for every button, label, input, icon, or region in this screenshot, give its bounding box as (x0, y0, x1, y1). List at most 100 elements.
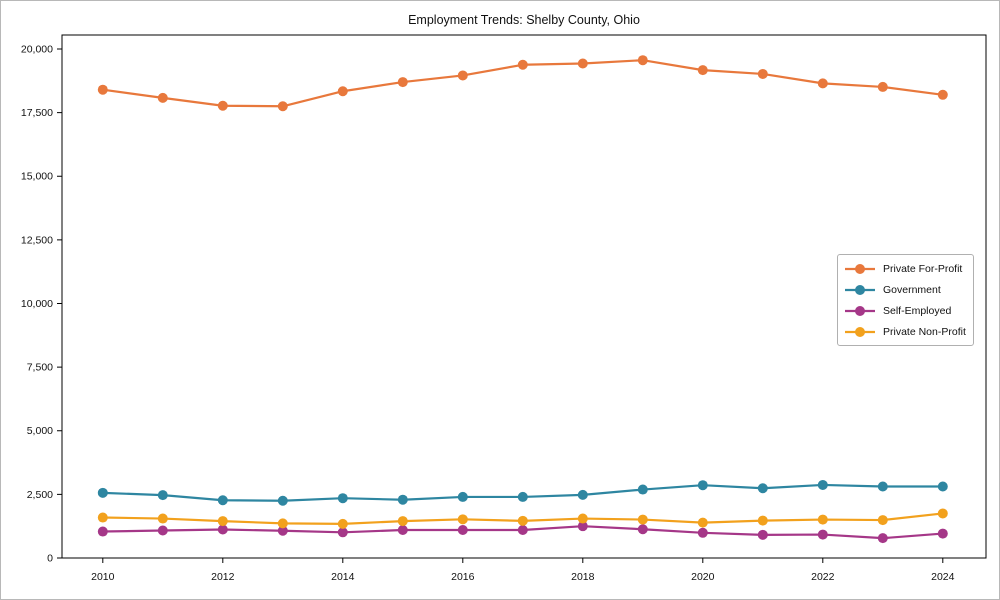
data-point-marker (217, 100, 228, 111)
series-government (97, 479, 948, 506)
data-point-marker (937, 508, 948, 519)
data-point-marker (877, 481, 888, 492)
data-point-marker (97, 84, 108, 95)
legend-dot (855, 326, 865, 337)
y-axis-tick-label: 10,000 (21, 298, 53, 310)
y-axis-tick-label: 17,500 (21, 107, 53, 119)
data-point-marker (757, 483, 768, 494)
data-point-marker (457, 491, 468, 502)
data-point-marker (937, 481, 948, 492)
y-axis-tick-label: 15,000 (21, 171, 53, 183)
chart-title: Employment Trends: Shelby County, Ohio (408, 13, 640, 27)
data-point-marker (157, 490, 168, 501)
data-point-marker (97, 526, 108, 537)
data-point-marker (217, 516, 228, 527)
data-point-marker (757, 515, 768, 526)
y-axis-tick-label: 0 (47, 553, 53, 565)
data-point-marker (817, 479, 828, 490)
data-point-marker (277, 495, 288, 506)
legend-marker-self-employed (845, 305, 875, 316)
x-axis-tick-label: 2022 (811, 571, 835, 583)
legend-label: Private For-Profit (883, 262, 963, 275)
data-point-marker (877, 533, 888, 544)
data-point-marker (697, 65, 708, 76)
data-point-marker (577, 489, 588, 500)
legend-label: Private Non-Profit (883, 325, 966, 338)
data-point-marker (517, 59, 528, 70)
data-point-marker (817, 529, 828, 540)
legend: Private For-Profit Government Self-Employe… (837, 254, 974, 346)
legend-marker-private-non-profit (845, 326, 875, 337)
data-point-marker (157, 525, 168, 536)
data-point-marker (517, 515, 528, 526)
data-point-marker (457, 514, 468, 525)
data-point-marker (337, 493, 348, 504)
legend-item-private-non-profit: Private Non-Profit (844, 326, 967, 338)
data-point-marker (337, 518, 348, 529)
data-point-marker (637, 514, 648, 525)
data-point-marker (457, 525, 468, 536)
data-point-marker (457, 70, 468, 81)
data-point-marker (157, 92, 168, 103)
data-point-marker (937, 528, 948, 539)
data-point-marker (637, 524, 648, 535)
x-axis-tick-label: 2012 (211, 571, 235, 583)
y-axis-tick-label: 2,500 (27, 489, 53, 501)
y-axis-tick-label: 5,000 (27, 425, 53, 437)
x-axis-tick-label: 2024 (931, 571, 955, 583)
data-point-marker (937, 89, 948, 100)
data-point-marker (877, 515, 888, 526)
x-axis-tick-label: 2014 (331, 571, 355, 583)
data-point-marker (517, 525, 528, 536)
data-point-marker (517, 491, 528, 502)
data-point-marker (277, 101, 288, 112)
legend-label: Government (883, 283, 941, 296)
data-point-marker (397, 77, 408, 88)
legend-marker-private-for-profit (845, 263, 875, 274)
data-point-marker (397, 516, 408, 527)
series-private-non-profit (97, 508, 948, 529)
legend-item-government: Government (844, 284, 967, 296)
data-point-marker (337, 527, 348, 538)
legend-item-self-employed: Self-Employed (844, 305, 967, 317)
data-point-marker (397, 525, 408, 536)
x-axis-tick-label: 2020 (691, 571, 715, 583)
data-point-marker (577, 58, 588, 69)
y-axis-tick-label: 20,000 (21, 43, 53, 55)
data-point-marker (337, 86, 348, 97)
legend-dot (855, 305, 865, 316)
x-axis: 2010 2012 2014 2016 2018 2020 2022 2024 (91, 558, 955, 583)
data-point-marker (97, 512, 108, 523)
data-point-marker (817, 514, 828, 525)
data-point-marker (277, 525, 288, 536)
y-axis-tick-label: 12,500 (21, 234, 53, 246)
x-axis-tick-label: 2018 (571, 571, 595, 583)
data-point-marker (97, 487, 108, 498)
legend-item-private-for-profit: Private For-Profit (844, 263, 967, 275)
data-point-marker (697, 480, 708, 491)
y-axis: 0 2,500 5,000 7,500 10,000 12,500 15,000 17,500… (21, 43, 62, 565)
data-point-marker (217, 495, 228, 506)
data-point-marker (757, 68, 768, 79)
data-point-marker (637, 55, 648, 66)
data-point-marker (577, 521, 588, 532)
x-axis-tick-label: 2010 (91, 571, 115, 583)
legend-dot (855, 263, 865, 274)
series-self-employed (97, 521, 948, 544)
data-point-marker (397, 494, 408, 505)
data-point-marker (157, 513, 168, 524)
legend-label: Self-Employed (883, 304, 952, 317)
data-point-marker (757, 529, 768, 540)
series-private-for-profit (97, 55, 948, 112)
data-point-marker (697, 527, 708, 538)
legend-dot (855, 284, 865, 295)
data-point-marker (637, 484, 648, 495)
data-point-marker (277, 518, 288, 529)
y-axis-tick-label: 7,500 (27, 362, 53, 374)
data-point-marker (817, 78, 828, 89)
legend-marker-government (845, 284, 875, 295)
data-point-marker (577, 513, 588, 524)
x-axis-tick-label: 2016 (451, 571, 475, 583)
